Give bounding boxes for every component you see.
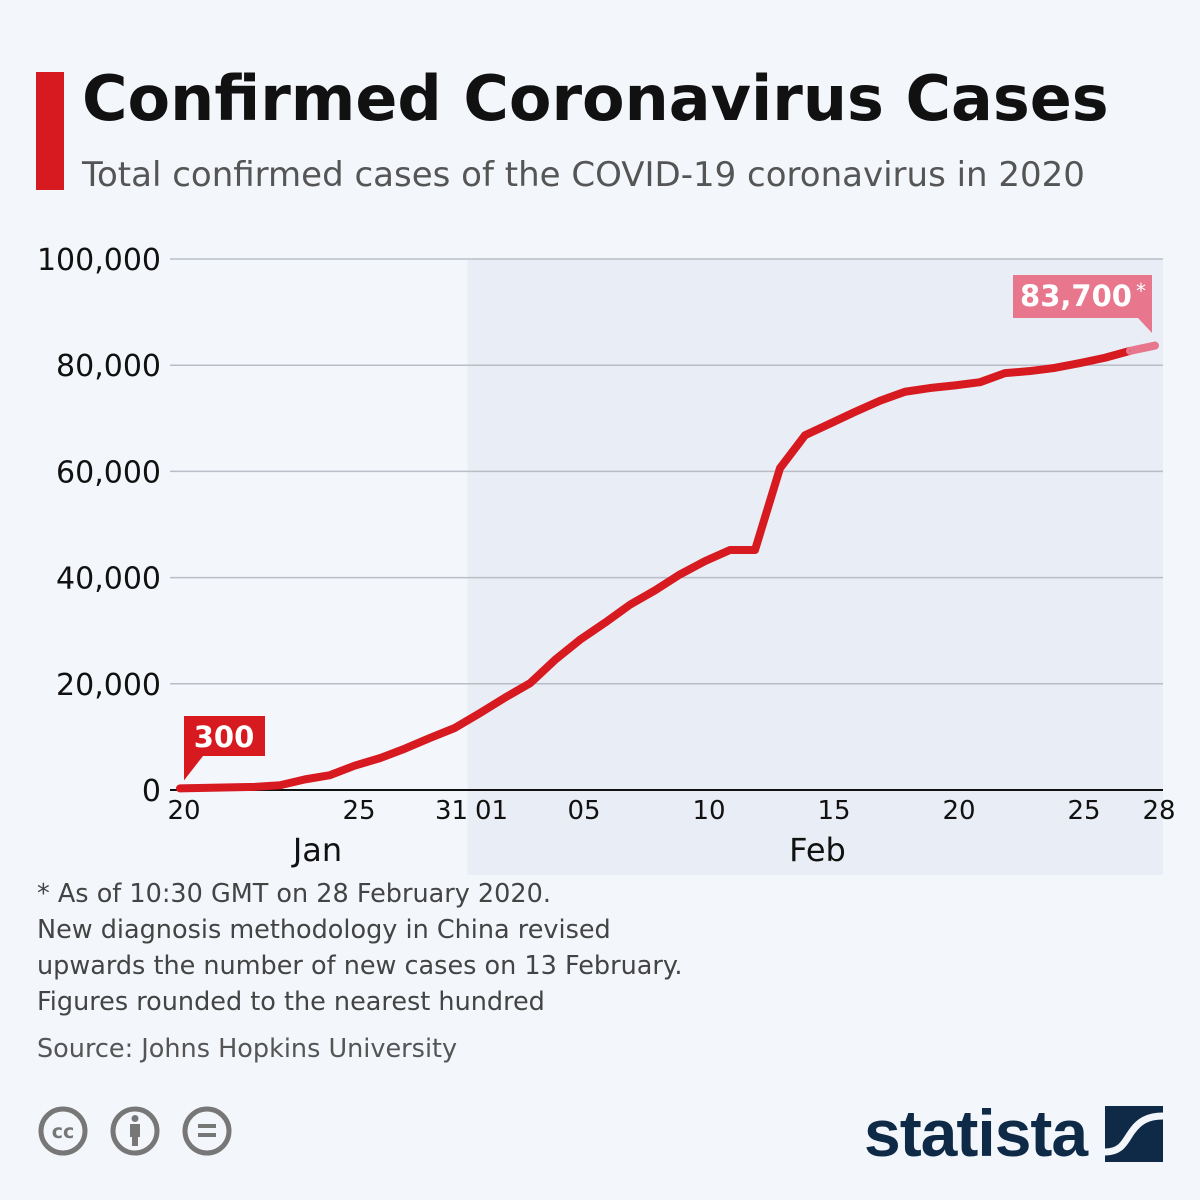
data-point: [204, 787, 206, 789]
data-point: [304, 778, 306, 780]
y-tick-label: 0: [142, 774, 161, 809]
y-tick-label: 20,000: [56, 668, 161, 703]
x-tick-label: 01: [475, 796, 508, 826]
start-value-label: 300: [194, 720, 255, 754]
data-point: [454, 727, 456, 729]
end-callout: [1013, 275, 1152, 333]
no-derivatives-icon[interactable]: [182, 1106, 232, 1156]
statista-logo-icon: [1105, 1106, 1163, 1162]
source-text: Source: Johns Hopkins University: [37, 1034, 458, 1064]
end-value-asterisk: *: [1136, 279, 1146, 303]
feb-shaded-region: [467, 259, 1163, 875]
data-point: [1029, 370, 1031, 372]
data-point: [829, 423, 831, 425]
data-point: [429, 737, 431, 739]
data-point: [954, 384, 956, 386]
x-tick-label: 10: [692, 796, 725, 826]
data-point: [1129, 350, 1131, 352]
title-accent-bar: [36, 72, 64, 190]
data-point: [279, 784, 281, 786]
data-point: [604, 622, 606, 624]
data-point: [879, 400, 881, 402]
y-tick-label: 60,000: [56, 455, 161, 490]
month-label: Feb: [789, 831, 846, 869]
x-tick-label: 25: [342, 796, 375, 826]
line-chart: 0 20,000 40,000 60,000 80,000 100,000 20 25 31 01…: [36, 243, 1176, 875]
cases-line-latest-segment: [1126, 341, 1159, 355]
cc-icon[interactable]: cc: [38, 1106, 88, 1156]
data-point: [579, 639, 581, 641]
x-tick-label: 05: [567, 796, 600, 826]
y-tick-label: 80,000: [56, 349, 161, 384]
chart-title: Confirmed Coronavirus Cases: [82, 62, 1109, 135]
data-point: [504, 697, 506, 699]
data-point: [354, 765, 356, 767]
data-point: [404, 748, 406, 750]
data-point: [704, 560, 706, 562]
y-tick-label: 100,000: [37, 243, 161, 278]
end-value-label: 83,700: [1020, 279, 1132, 313]
data-point: [654, 589, 656, 591]
month-label: Jan: [291, 831, 342, 869]
data-point: [629, 604, 631, 606]
data-point: [779, 467, 781, 469]
data-point: [729, 549, 731, 551]
statista-logo[interactable]: statista: [864, 1096, 1088, 1170]
data-point: [1054, 367, 1056, 369]
data-point: [254, 786, 256, 788]
data-point: [1004, 372, 1006, 374]
data-point: [554, 659, 556, 661]
data-point: [854, 411, 856, 413]
x-tick-label: 28: [1142, 796, 1175, 826]
data-point: [1079, 362, 1081, 364]
data-point: [479, 712, 481, 714]
data-point: [979, 381, 981, 383]
chart-subtitle: Total confirmed cases of the COVID-19 co…: [82, 155, 1085, 195]
x-tick-label: 20: [167, 796, 200, 826]
footnote-line: New diagnosis methodology in China revis…: [37, 915, 611, 945]
data-point: [1154, 345, 1156, 347]
data-point: [329, 774, 331, 776]
footnote-line: Figures rounded to the nearest hundred: [37, 987, 545, 1017]
y-tick-label: 40,000: [56, 562, 161, 597]
footnotes: * As of 10:30 GMT on 28 February 2020. N…: [37, 876, 682, 1020]
data-point: [379, 757, 381, 759]
footnote-line: upwards the number of new cases on 13 Fe…: [37, 951, 683, 981]
x-tick-label: 25: [1067, 796, 1100, 826]
x-tick-label: 15: [817, 796, 850, 826]
data-point: [1104, 357, 1106, 359]
data-point: [679, 573, 681, 575]
start-callout: [184, 716, 265, 781]
svg-text:cc: cc: [52, 1121, 75, 1143]
data-point: [804, 434, 806, 436]
data-point: [754, 549, 756, 551]
data-point: [904, 391, 906, 393]
data-point: [229, 786, 231, 788]
data-point: [529, 682, 531, 684]
footnote-line: * As of 10:30 GMT on 28 February 2020.: [37, 879, 551, 909]
x-tick-label: 31: [435, 796, 468, 826]
attribution-icon[interactable]: [110, 1106, 160, 1156]
data-point: [179, 787, 181, 789]
x-tick-label: 20: [942, 796, 975, 826]
data-point: [929, 387, 931, 389]
